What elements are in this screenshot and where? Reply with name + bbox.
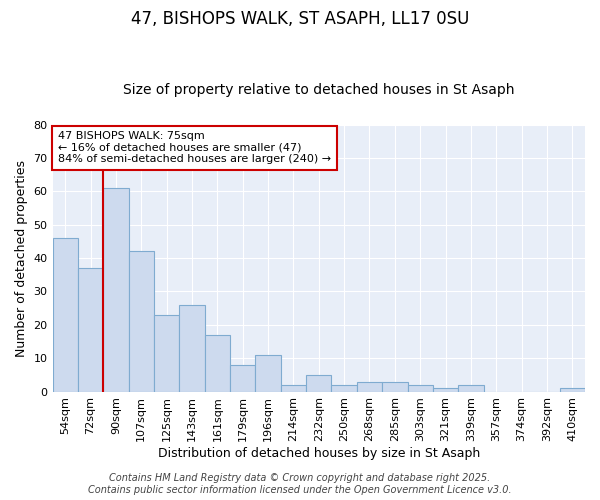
Text: 47 BISHOPS WALK: 75sqm
← 16% of detached houses are smaller (47)
84% of semi-det: 47 BISHOPS WALK: 75sqm ← 16% of detached… bbox=[58, 131, 331, 164]
Bar bbox=[230, 365, 256, 392]
Y-axis label: Number of detached properties: Number of detached properties bbox=[15, 160, 28, 356]
Bar bbox=[205, 335, 230, 392]
Bar bbox=[458, 385, 484, 392]
Bar bbox=[154, 315, 179, 392]
Title: Size of property relative to detached houses in St Asaph: Size of property relative to detached ho… bbox=[123, 83, 515, 97]
Bar bbox=[128, 252, 154, 392]
Bar bbox=[560, 388, 585, 392]
Bar bbox=[331, 385, 357, 392]
Bar bbox=[78, 268, 103, 392]
X-axis label: Distribution of detached houses by size in St Asaph: Distribution of detached houses by size … bbox=[158, 447, 480, 460]
Bar bbox=[382, 382, 407, 392]
Bar bbox=[281, 385, 306, 392]
Bar bbox=[256, 355, 281, 392]
Text: 47, BISHOPS WALK, ST ASAPH, LL17 0SU: 47, BISHOPS WALK, ST ASAPH, LL17 0SU bbox=[131, 10, 469, 28]
Bar bbox=[433, 388, 458, 392]
Bar bbox=[407, 385, 433, 392]
Bar bbox=[306, 375, 331, 392]
Bar bbox=[53, 238, 78, 392]
Bar bbox=[103, 188, 128, 392]
Bar bbox=[179, 305, 205, 392]
Bar bbox=[357, 382, 382, 392]
Text: Contains HM Land Registry data © Crown copyright and database right 2025.
Contai: Contains HM Land Registry data © Crown c… bbox=[88, 474, 512, 495]
